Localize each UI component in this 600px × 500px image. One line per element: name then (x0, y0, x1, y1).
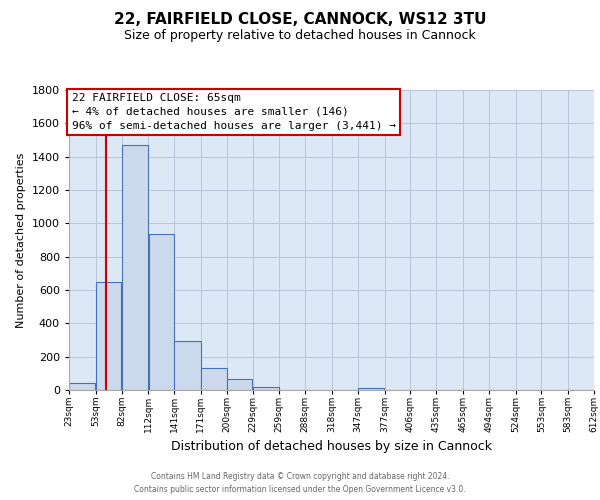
Bar (227, 379, 253, 390)
Text: 22, FAIRFIELD CLOSE, CANNOCK, WS12 3TU: 22, FAIRFIELD CLOSE, CANNOCK, WS12 3TU (114, 12, 486, 28)
Bar (69, 384, 95, 390)
Text: Size of property relative to detached houses in Cannock: Size of property relative to detached ho… (124, 29, 476, 42)
Bar (253, 386, 279, 390)
Text: Contains HM Land Registry data © Crown copyright and database right 2024.: Contains HM Land Registry data © Crown c… (151, 472, 449, 481)
Bar (122, 145, 148, 390)
Y-axis label: Number of detached properties: Number of detached properties (16, 152, 26, 328)
Bar (358, 388, 384, 390)
Text: 22 FAIRFIELD CLOSE: 65sqm
← 4% of detached houses are smaller (146)
96% of semi-: 22 FAIRFIELD CLOSE: 65sqm ← 4% of detach… (71, 93, 395, 131)
Bar (201, 368, 227, 390)
Bar (96, 282, 121, 390)
Bar (149, 234, 174, 390)
X-axis label: Distribution of detached houses by size in Cannock: Distribution of detached houses by size … (171, 440, 492, 454)
Text: Contains public sector information licensed under the Open Government Licence v3: Contains public sector information licen… (134, 485, 466, 494)
Bar (175, 341, 200, 390)
